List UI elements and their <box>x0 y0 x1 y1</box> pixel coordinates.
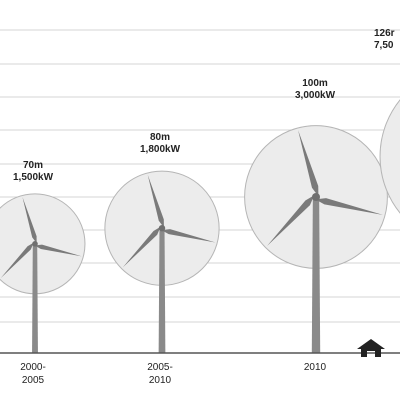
blade <box>147 174 164 228</box>
blade <box>298 130 319 197</box>
tower <box>32 243 38 353</box>
blade <box>22 196 37 244</box>
hub <box>158 225 166 232</box>
hub <box>32 241 38 247</box>
power-label: 3,000kW <box>295 90 336 101</box>
turbines <box>0 99 400 353</box>
x-tick-label: 2010 <box>304 362 327 373</box>
house-icon <box>357 339 385 357</box>
height-label: 100m <box>302 78 328 89</box>
turbine <box>379 99 400 214</box>
x-tick-label-line: 2005- <box>147 362 173 373</box>
x-tick-label-line: 2010 <box>149 375 172 386</box>
turbine <box>0 193 86 353</box>
turbine <box>244 125 388 353</box>
power-label: 7,50 <box>374 40 394 51</box>
x-tick-label-line: 2000- <box>20 362 46 373</box>
power-label: 1,800kW <box>140 144 181 155</box>
height-label: 80m <box>150 132 170 143</box>
tower <box>311 197 321 353</box>
power-label: 1,500kW <box>13 172 54 183</box>
x-tick-label-line: 2010 <box>304 362 327 373</box>
blade <box>122 226 161 268</box>
blade <box>34 244 82 257</box>
x-tick-label: 2005- 2010 <box>147 362 173 386</box>
height-label: 126r <box>374 28 395 39</box>
tower <box>158 228 166 353</box>
hub <box>312 193 320 201</box>
blade <box>267 195 315 246</box>
blade <box>161 229 216 243</box>
height-label: 70m <box>23 160 43 171</box>
rotor-disc <box>379 99 400 214</box>
x-axis-labels: 2000- 2005 2005- 2010 2010 <box>20 362 327 386</box>
turbine <box>104 170 220 353</box>
blade <box>315 198 383 215</box>
blade <box>0 242 34 279</box>
x-tick-label-line: 2005 <box>22 375 45 386</box>
x-tick-label: 2000- 2005 <box>20 362 46 386</box>
rotor-disc <box>0 193 86 295</box>
